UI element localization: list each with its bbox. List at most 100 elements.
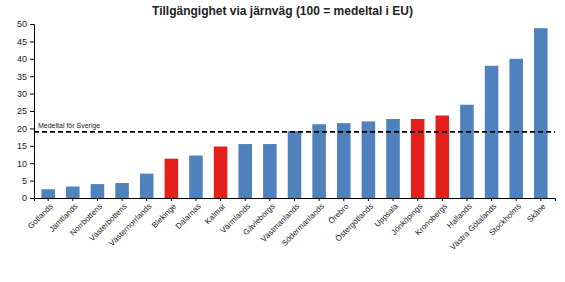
x-tick-mark xyxy=(97,198,98,201)
x-tick-label: Västernorrlands xyxy=(107,202,153,248)
x-axis: GotlandsJämtlandsNorrbottensVästerbotten… xyxy=(26,198,556,252)
x-tick: Kalmar xyxy=(203,198,228,226)
bar xyxy=(263,144,277,198)
x-tick-mark xyxy=(417,198,418,201)
x-tick-label: Dalarnas xyxy=(174,202,203,231)
bar xyxy=(386,119,400,198)
bars xyxy=(34,28,555,198)
x-tick-mark xyxy=(72,198,73,201)
x-tick: Västernorrlands xyxy=(107,198,153,248)
x-tick: Skåne xyxy=(525,198,548,224)
x-tick: Örebro xyxy=(327,198,351,226)
y-tick: 15 xyxy=(17,141,34,151)
y-tick-label: 50 xyxy=(17,19,27,29)
y-tick-label: 0 xyxy=(22,193,27,203)
reference-label: Medeltal för Sverige xyxy=(38,122,100,130)
bar xyxy=(362,121,376,198)
y-tick-label: 25 xyxy=(17,106,27,116)
x-tick-mark xyxy=(393,198,394,201)
bar xyxy=(411,119,425,198)
y-tick: 50 xyxy=(17,19,34,29)
bar xyxy=(189,156,203,198)
bar xyxy=(288,131,302,198)
y-tick-mark xyxy=(30,146,34,147)
x-tick: Stockholms xyxy=(487,198,523,237)
bar xyxy=(91,184,105,198)
x-tick-mark xyxy=(269,198,270,201)
bar xyxy=(165,159,179,198)
y-tick-mark xyxy=(30,128,34,129)
y-tick: 0 xyxy=(22,193,34,203)
x-tick-mark xyxy=(319,198,320,201)
x-tick-mark xyxy=(466,198,467,201)
bar xyxy=(115,183,129,198)
x-tick-mark xyxy=(220,198,221,201)
y-tick: 40 xyxy=(17,54,34,64)
y-tick: 45 xyxy=(17,37,34,47)
bar xyxy=(238,144,252,198)
bar xyxy=(66,187,80,198)
x-tick-mark xyxy=(245,198,246,201)
y-tick-mark xyxy=(30,198,34,199)
bar xyxy=(509,59,523,198)
x-tick-mark xyxy=(195,198,196,201)
title: Tillgängighet via järnväg (100 = medelta… xyxy=(152,4,413,18)
x-tick-mark xyxy=(294,198,295,201)
x-tick-label: Stockholms xyxy=(487,202,523,238)
bar xyxy=(140,174,154,198)
x-tick: Östergötlands xyxy=(334,198,376,243)
x-tick-label: Skåne xyxy=(525,201,548,224)
bar xyxy=(436,116,450,198)
y-tick-mark xyxy=(30,181,34,182)
x-tick-label: Södermanlands xyxy=(280,202,326,248)
y-axis: 0 5 10 15 20 25 30 35 40 45 50 xyxy=(17,19,35,203)
x-tick: Kronobergs xyxy=(413,198,449,237)
y-tick: 35 xyxy=(17,72,34,82)
y-tick-label: 35 xyxy=(17,72,27,82)
y-tick: 5 xyxy=(22,176,34,186)
y-tick-mark xyxy=(30,24,34,25)
bar xyxy=(460,105,474,198)
y-tick-mark xyxy=(30,163,34,164)
y-tick-label: 15 xyxy=(17,141,27,151)
x-tick-label: Kronobergs xyxy=(413,202,449,238)
x-tick-mark xyxy=(442,198,443,201)
y-tick: 30 xyxy=(17,89,34,99)
bar xyxy=(214,146,228,198)
bar xyxy=(41,189,55,198)
y-tick-mark xyxy=(30,59,34,60)
y-tick-mark xyxy=(30,111,34,112)
x-tick: Dalarnas xyxy=(174,198,203,231)
x-tick-mark xyxy=(146,198,147,201)
y-tick-label: 5 xyxy=(22,176,27,186)
x-tick-label: Östergötlands xyxy=(334,202,376,244)
x-tick-mark xyxy=(368,198,369,201)
x-axis-line xyxy=(35,199,556,202)
y-tick: 10 xyxy=(17,159,34,169)
y-tick-mark xyxy=(30,94,34,95)
x-tick: Södermanlands xyxy=(280,198,326,248)
y-tick-label: 10 xyxy=(17,159,27,169)
y-tick-label: 40 xyxy=(17,54,27,64)
x-tick-mark xyxy=(516,198,517,201)
y-tick-mark xyxy=(30,41,34,42)
x-tick-mark xyxy=(48,198,49,201)
reference-line xyxy=(34,131,555,133)
y-tick-mark xyxy=(30,76,34,77)
x-tick-mark xyxy=(540,198,541,201)
x-tick-mark xyxy=(343,198,344,201)
y-tick: 25 xyxy=(17,106,34,116)
x-tick-mark xyxy=(171,198,172,201)
y-tick-label: 45 xyxy=(17,37,27,47)
x-tick-mark xyxy=(491,198,492,201)
y-tick-label: 30 xyxy=(17,89,27,99)
y-axis-line xyxy=(30,25,35,199)
y-tick-label: 20 xyxy=(17,124,27,134)
y-tick: 20 xyxy=(17,124,34,134)
bar xyxy=(337,123,351,198)
x-tick-mark xyxy=(122,198,123,201)
bar xyxy=(312,124,326,198)
x-tick: Västra Götalands xyxy=(448,198,498,252)
plot: Medeltal för Sverige 0 5 10 15 20 25 30 35 40 45 50… xyxy=(17,19,556,252)
chart: Tillgängighet via järnväg (100 = medelta… xyxy=(0,0,565,282)
